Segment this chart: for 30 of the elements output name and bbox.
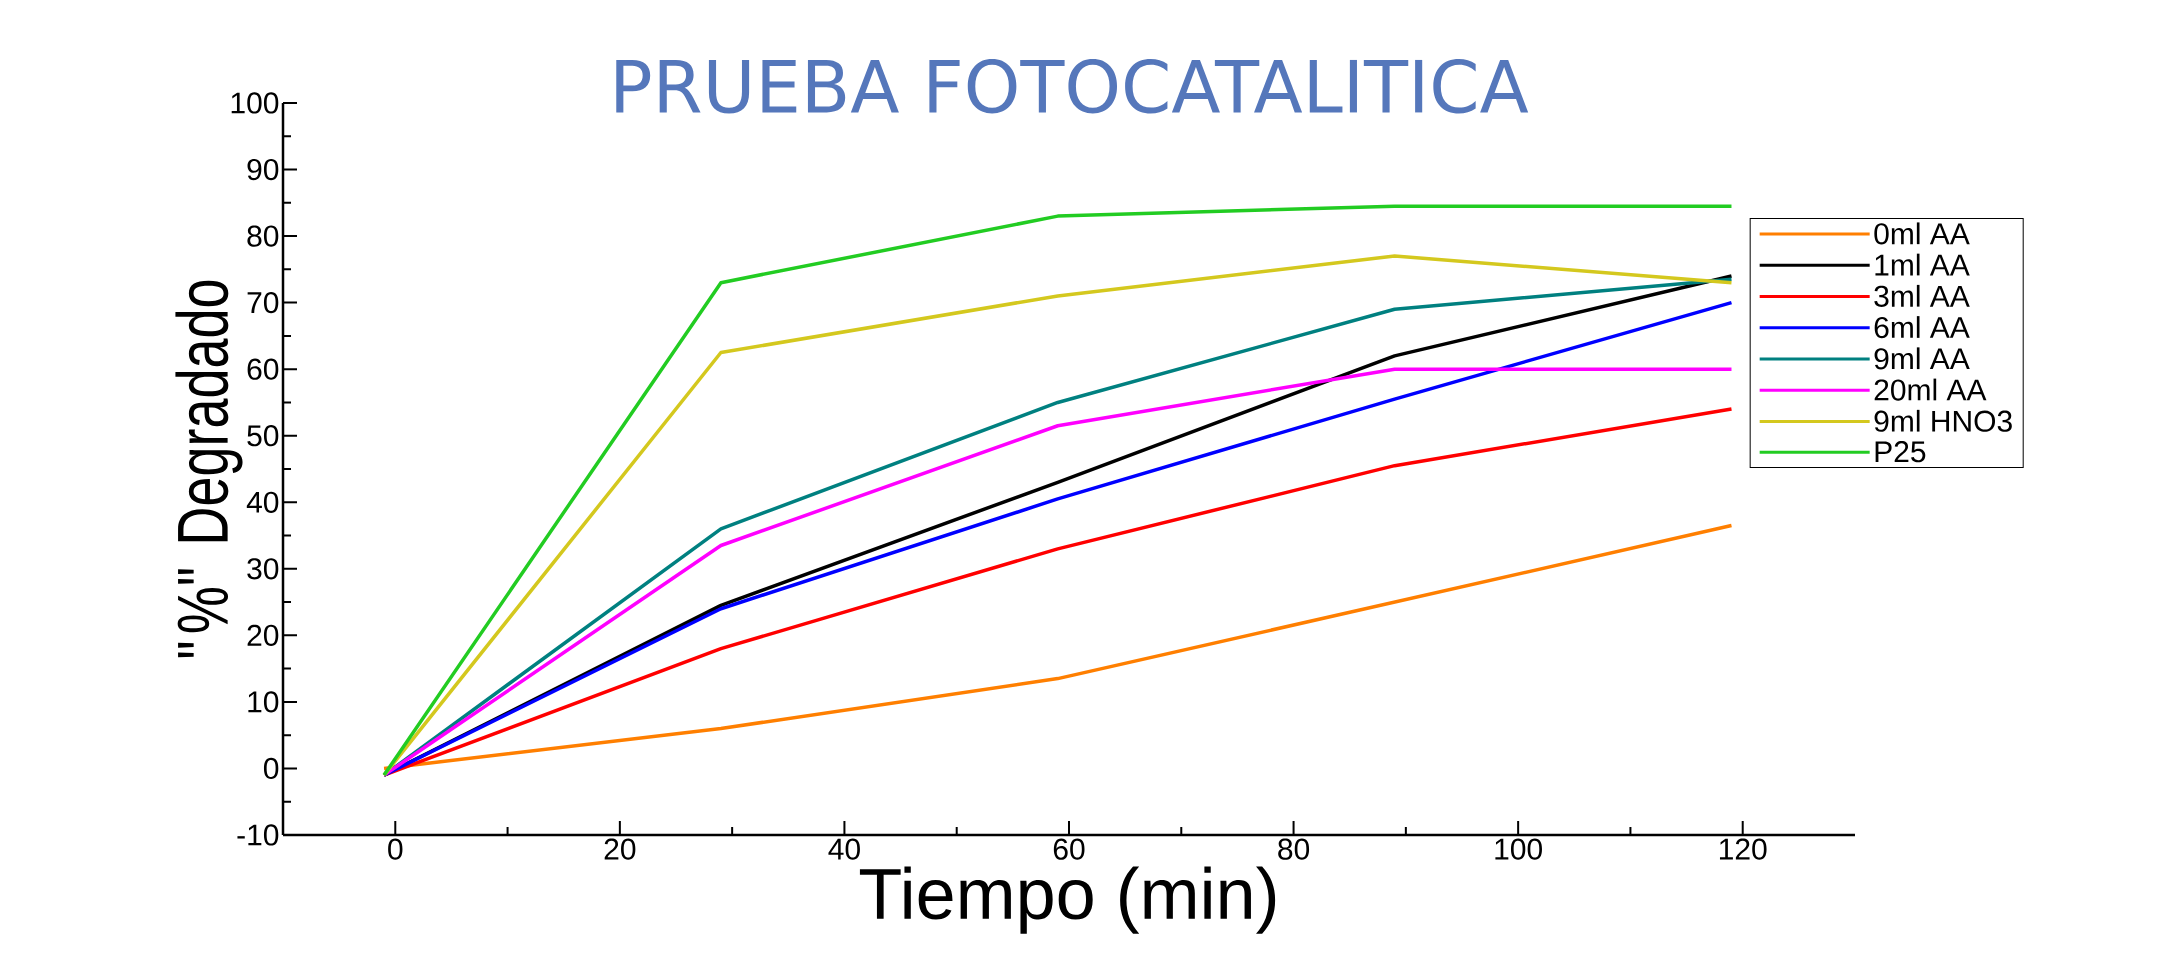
legend-label: 0ml AA bbox=[1874, 222, 1970, 245]
y-tick-label: 40 bbox=[246, 491, 279, 513]
y-tick-label: 70 bbox=[247, 292, 279, 314]
x-tick-label: 40 bbox=[828, 838, 860, 860]
x-tick-label: 80 bbox=[1278, 838, 1310, 860]
y-tick-label: 20 bbox=[247, 624, 279, 646]
y-tick-label: 10 bbox=[248, 691, 279, 713]
y-tick-label: 100 bbox=[231, 92, 279, 114]
y-tick-label: 30 bbox=[247, 558, 279, 580]
legend-label: 9ml AA bbox=[1874, 347, 1970, 370]
y-tick-label: -10 bbox=[237, 824, 279, 846]
x-axis-title: Tiempo (min) bbox=[859, 866, 1276, 934]
legend-label: 9ml HNO3 bbox=[1874, 409, 2012, 432]
y-tick-label: 90 bbox=[247, 158, 279, 181]
x-tick-label: 60 bbox=[1053, 838, 1085, 860]
legend-label: 6ml AA bbox=[1874, 316, 1970, 339]
legend-label: 1ml AA bbox=[1875, 253, 1970, 276]
y-tick-label: 0 bbox=[263, 757, 279, 780]
y-tick-label: 80 bbox=[247, 225, 279, 247]
x-tick-label: 100 bbox=[1495, 838, 1542, 860]
y-tick-label: 60 bbox=[247, 358, 279, 380]
legend-label: P25 bbox=[1875, 441, 1926, 463]
legend-label: 20ml AA bbox=[1874, 378, 1987, 401]
legend-label: 3ml AA bbox=[1874, 284, 1970, 307]
x-tick-label: 20 bbox=[604, 838, 636, 860]
chart-title: PRUEBA FOTOCATALITICA bbox=[616, 59, 1529, 114]
y-tick-label: 50 bbox=[247, 425, 279, 447]
x-tick-label: 0 bbox=[388, 838, 403, 860]
x-tick-label: 120 bbox=[1719, 838, 1767, 860]
y-axis-title: "%" Degradado bbox=[175, 280, 243, 658]
